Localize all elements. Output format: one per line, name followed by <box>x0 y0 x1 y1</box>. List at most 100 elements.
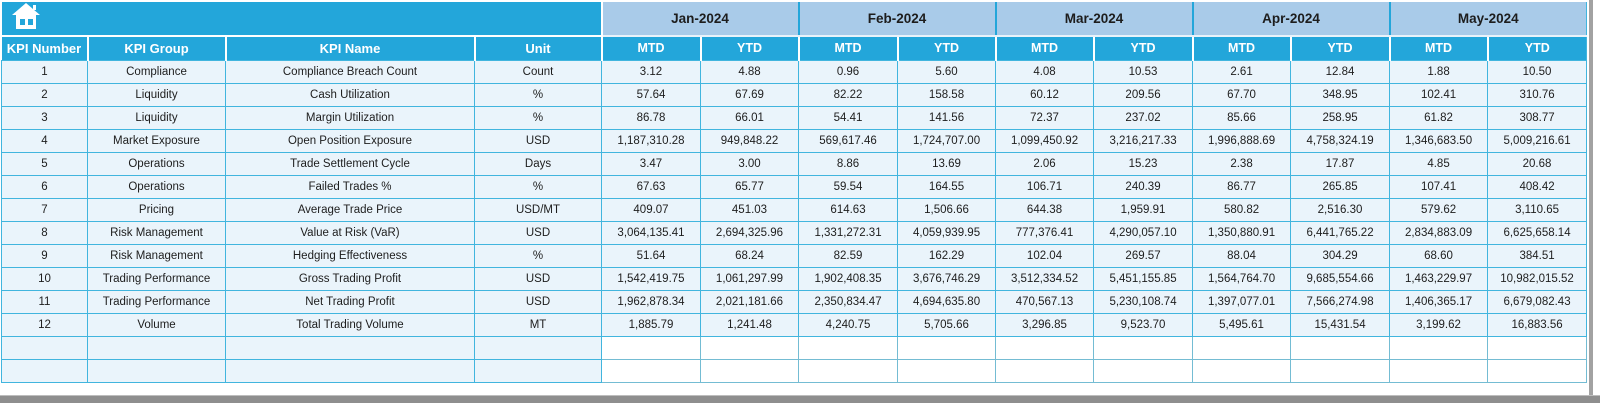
unit-cell[interactable]: USD <box>474 128 602 153</box>
value-cell[interactable]: 240.39 <box>1093 174 1194 199</box>
col-header-unit[interactable]: Unit <box>474 36 603 61</box>
kpi-name-cell[interactable]: Value at Risk (VaR) <box>225 220 475 245</box>
value-cell[interactable]: 13.69 <box>897 151 997 176</box>
unit-cell[interactable]: % <box>474 243 602 268</box>
col-header-kpi-number[interactable]: KPI Number <box>1 36 89 61</box>
value-cell[interactable]: 3.47 <box>601 151 701 176</box>
col-header-may-mtd[interactable]: MTD <box>1389 36 1489 61</box>
value-cell[interactable]: 269.57 <box>1093 243 1194 268</box>
empty-cell[interactable] <box>1093 358 1194 383</box>
value-cell[interactable]: 3,199.62 <box>1389 312 1489 337</box>
value-cell[interactable]: 102.04 <box>995 243 1095 268</box>
value-cell[interactable]: 1,902,408.35 <box>798 266 899 291</box>
value-cell[interactable]: 5,009,216.61 <box>1487 128 1588 153</box>
col-header-kpi-group[interactable]: KPI Group <box>87 36 227 61</box>
value-cell[interactable]: 15,431.54 <box>1290 312 1391 337</box>
value-cell[interactable]: 5,230,108.74 <box>1093 289 1194 314</box>
value-cell[interactable]: 1,724,707.00 <box>897 128 997 153</box>
empty-cell[interactable] <box>1 335 88 360</box>
kpi-number-cell[interactable]: 10 <box>1 266 88 291</box>
value-cell[interactable]: 2,516.30 <box>1290 197 1391 222</box>
value-cell[interactable]: 102.41 <box>1389 82 1489 107</box>
unit-cell[interactable]: Count <box>474 59 602 84</box>
kpi-number-cell[interactable]: 1 <box>1 59 88 84</box>
value-cell[interactable]: 54.41 <box>798 105 899 130</box>
value-cell[interactable]: 20.68 <box>1487 151 1588 176</box>
value-cell[interactable]: 16,883.56 <box>1487 312 1588 337</box>
value-cell[interactable]: 57.64 <box>601 82 701 107</box>
kpi-name-cell[interactable]: Margin Utilization <box>225 105 475 130</box>
value-cell[interactable]: 4.88 <box>699 59 800 84</box>
value-cell[interactable]: 777,376.41 <box>995 220 1095 245</box>
kpi-number-cell[interactable]: 6 <box>1 174 88 199</box>
kpi-group-cell[interactable]: Liquidity <box>87 82 226 107</box>
value-cell[interactable]: 237.02 <box>1093 105 1194 130</box>
value-cell[interactable]: 310.76 <box>1487 82 1588 107</box>
value-cell[interactable]: 3,676,746.29 <box>897 266 997 291</box>
empty-cell[interactable] <box>897 335 997 360</box>
value-cell[interactable]: 451.03 <box>699 197 800 222</box>
kpi-name-cell[interactable]: Open Position Exposure <box>225 128 475 153</box>
value-cell[interactable]: 67.69 <box>699 82 800 107</box>
empty-cell[interactable] <box>1389 335 1489 360</box>
value-cell[interactable]: 1,542,419.75 <box>601 266 701 291</box>
value-cell[interactable]: 2,834,883.09 <box>1389 220 1489 245</box>
kpi-number-cell[interactable]: 4 <box>1 128 88 153</box>
empty-cell[interactable] <box>798 335 899 360</box>
kpi-name-cell[interactable]: Cash Utilization <box>225 82 475 107</box>
value-cell[interactable]: 1,564,764.70 <box>1192 266 1292 291</box>
value-cell[interactable]: 1,959.91 <box>1093 197 1194 222</box>
value-cell[interactable]: 10,982,015.52 <box>1487 266 1588 291</box>
col-header-mar-mtd[interactable]: MTD <box>995 36 1095 61</box>
col-header-feb-ytd[interactable]: YTD <box>897 36 997 61</box>
kpi-number-cell[interactable]: 3 <box>1 105 88 130</box>
empty-cell[interactable] <box>1290 358 1391 383</box>
unit-cell[interactable]: % <box>474 82 602 107</box>
value-cell[interactable]: 68.24 <box>699 243 800 268</box>
empty-cell[interactable] <box>798 358 899 383</box>
unit-cell[interactable]: USD <box>474 220 602 245</box>
value-cell[interactable]: 1,962,878.34 <box>601 289 701 314</box>
month-header-apr[interactable]: Apr-2024 <box>1192 2 1391 37</box>
value-cell[interactable]: 308.77 <box>1487 105 1588 130</box>
value-cell[interactable]: 5,451,155.85 <box>1093 266 1194 291</box>
home-icon[interactable] <box>11 2 41 30</box>
value-cell[interactable]: 67.63 <box>601 174 701 199</box>
kpi-name-cell[interactable]: Failed Trades % <box>225 174 475 199</box>
value-cell[interactable]: 15.23 <box>1093 151 1194 176</box>
empty-cell[interactable] <box>87 358 226 383</box>
value-cell[interactable]: 59.54 <box>798 174 899 199</box>
kpi-name-cell[interactable]: Hedging Effectiveness <box>225 243 475 268</box>
value-cell[interactable]: 2,021,181.66 <box>699 289 800 314</box>
empty-cell[interactable] <box>474 335 602 360</box>
month-header-mar[interactable]: Mar-2024 <box>995 2 1194 37</box>
value-cell[interactable]: 85.66 <box>1192 105 1292 130</box>
empty-cell[interactable] <box>1487 335 1588 360</box>
value-cell[interactable]: 4.08 <box>995 59 1095 84</box>
value-cell[interactable]: 3,216,217.33 <box>1093 128 1194 153</box>
kpi-name-cell[interactable]: Trade Settlement Cycle <box>225 151 475 176</box>
value-cell[interactable]: 4,059,939.95 <box>897 220 997 245</box>
col-header-feb-mtd[interactable]: MTD <box>798 36 899 61</box>
kpi-group-cell[interactable]: Trading Performance <box>87 266 226 291</box>
value-cell[interactable]: 409.07 <box>601 197 701 222</box>
kpi-number-cell[interactable]: 2 <box>1 82 88 107</box>
value-cell[interactable]: 1,346,683.50 <box>1389 128 1489 153</box>
kpi-number-cell[interactable]: 12 <box>1 312 88 337</box>
value-cell[interactable]: 3,296.85 <box>995 312 1095 337</box>
empty-cell[interactable] <box>1389 358 1489 383</box>
value-cell[interactable]: 1,061,297.99 <box>699 266 800 291</box>
col-header-kpi-name[interactable]: KPI Name <box>225 36 476 61</box>
value-cell[interactable]: 158.58 <box>897 82 997 107</box>
value-cell[interactable]: 82.22 <box>798 82 899 107</box>
value-cell[interactable]: 162.29 <box>897 243 997 268</box>
col-header-jan-ytd[interactable]: YTD <box>700 36 800 61</box>
value-cell[interactable]: 1,506.66 <box>897 197 997 222</box>
kpi-name-cell[interactable]: Total Trading Volume <box>225 312 475 337</box>
empty-cell[interactable] <box>225 358 475 383</box>
value-cell[interactable]: 4,240.75 <box>798 312 899 337</box>
kpi-group-cell[interactable]: Operations <box>87 151 226 176</box>
value-cell[interactable]: 7,566,274.98 <box>1290 289 1391 314</box>
value-cell[interactable]: 4,290,057.10 <box>1093 220 1194 245</box>
month-header-feb[interactable]: Feb-2024 <box>798 2 997 37</box>
